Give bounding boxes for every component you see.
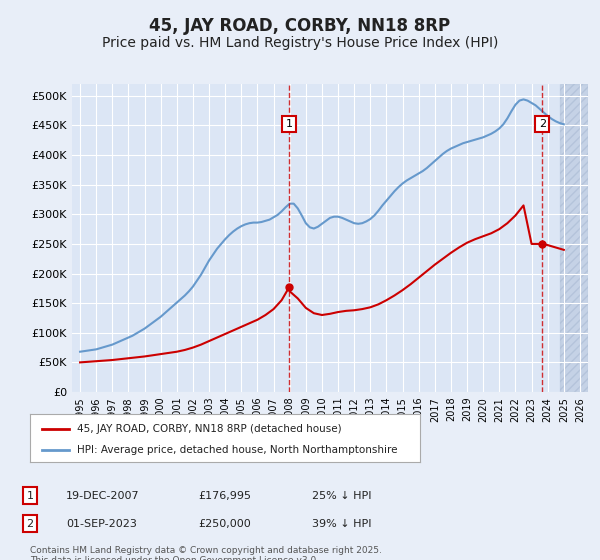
Text: 45, JAY ROAD, CORBY, NN18 8RP (detached house): 45, JAY ROAD, CORBY, NN18 8RP (detached … xyxy=(77,424,341,433)
Text: 01-SEP-2023: 01-SEP-2023 xyxy=(66,519,137,529)
Bar xyxy=(560,84,588,392)
Text: 1: 1 xyxy=(26,491,34,501)
Text: 2: 2 xyxy=(539,119,546,129)
Text: 45, JAY ROAD, CORBY, NN18 8RP: 45, JAY ROAD, CORBY, NN18 8RP xyxy=(149,17,451,35)
Text: HPI: Average price, detached house, North Northamptonshire: HPI: Average price, detached house, Nort… xyxy=(77,445,397,455)
Text: 39% ↓ HPI: 39% ↓ HPI xyxy=(312,519,371,529)
Text: Price paid vs. HM Land Registry's House Price Index (HPI): Price paid vs. HM Land Registry's House … xyxy=(102,36,498,50)
Text: 19-DEC-2007: 19-DEC-2007 xyxy=(66,491,140,501)
Text: 1: 1 xyxy=(286,119,293,129)
Text: £176,995: £176,995 xyxy=(198,491,251,501)
Text: 2: 2 xyxy=(26,519,34,529)
Text: 25% ↓ HPI: 25% ↓ HPI xyxy=(312,491,371,501)
Bar xyxy=(560,84,588,392)
Text: £250,000: £250,000 xyxy=(198,519,251,529)
Text: Contains HM Land Registry data © Crown copyright and database right 2025.
This d: Contains HM Land Registry data © Crown c… xyxy=(30,546,382,560)
